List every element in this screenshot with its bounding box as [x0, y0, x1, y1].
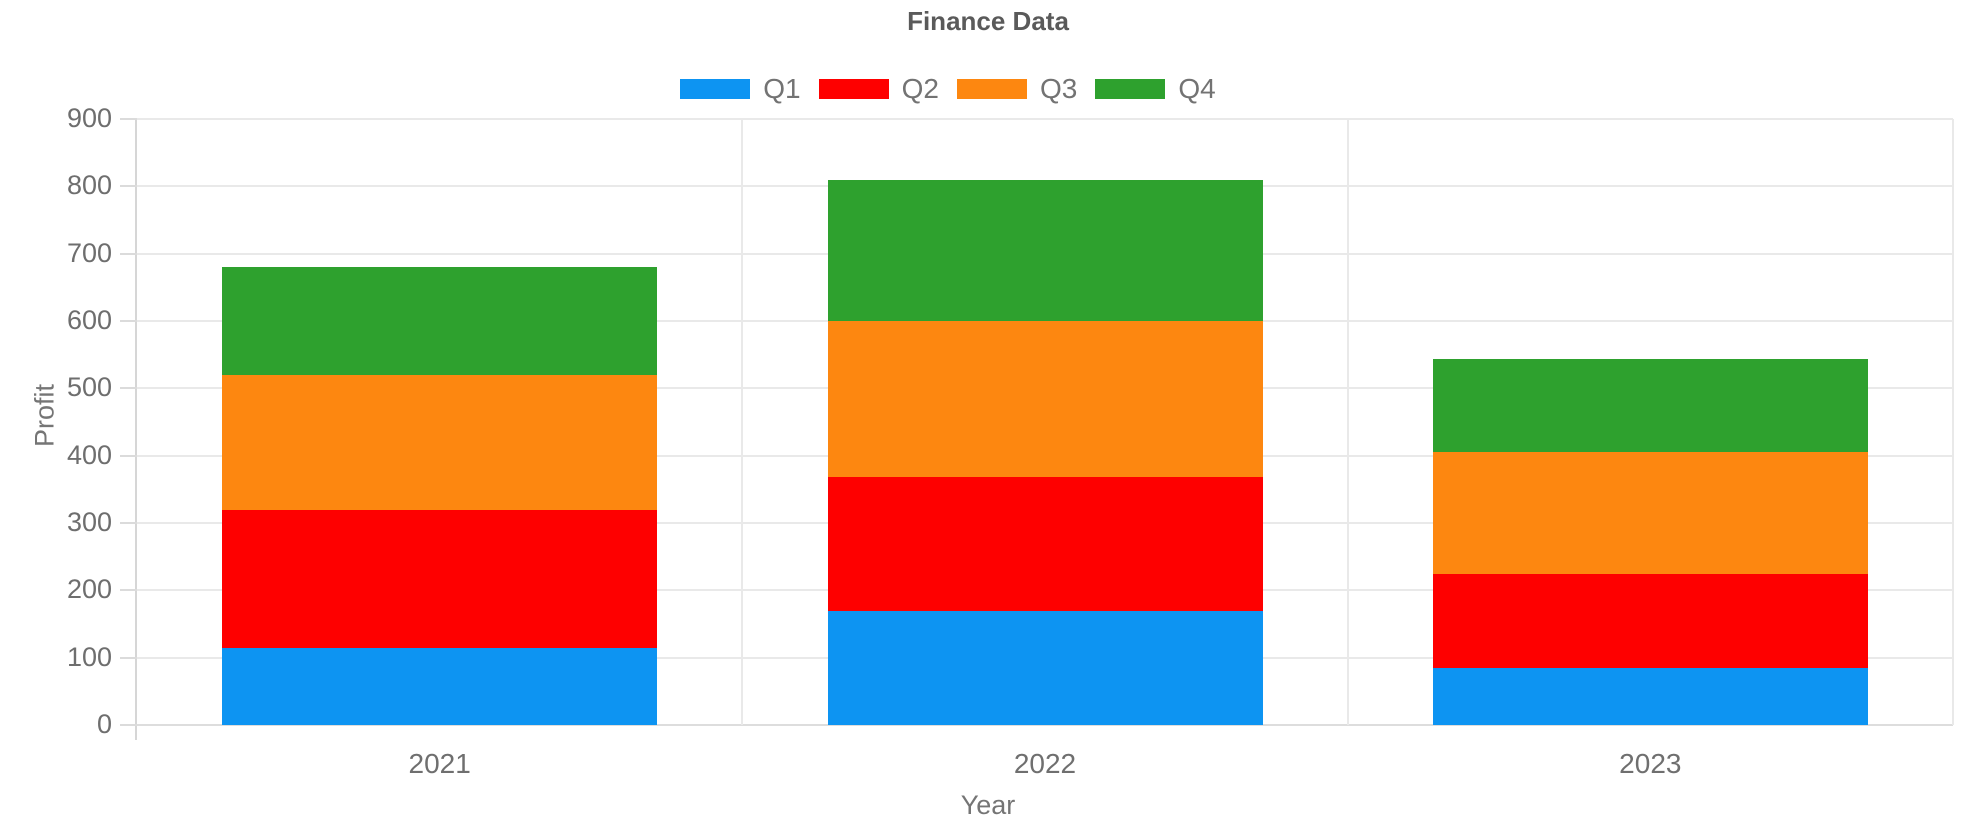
bar-2021-q4-segment[interactable]: [222, 267, 658, 375]
x-tick-label-2021: 2021: [408, 748, 471, 779]
y-tick-mark-100: [120, 656, 137, 659]
y-tick-label-900: 900: [66, 103, 112, 133]
y-tick-mark-900: [120, 118, 137, 120]
bar-2021-q2-segment[interactable]: [222, 509, 658, 648]
bar-2021-q1-segment[interactable]: [222, 647, 658, 725]
y-tick-label-500: 500: [66, 372, 112, 403]
legend-swatch-q4: [1095, 79, 1166, 99]
legend-item-q3[interactable]: Q3: [957, 73, 1077, 105]
y-tick-label-700: 700: [66, 237, 112, 268]
y-axis-line: [135, 119, 137, 740]
bar-2023-q4-segment[interactable]: [1432, 359, 1868, 453]
bar-2022-q4-segment[interactable]: [827, 179, 1263, 321]
y-tick-label-100: 100: [66, 641, 112, 672]
y-tick-mark-500: [120, 387, 137, 390]
category-boundary-line-3: [1952, 119, 1954, 725]
legend-label-q4: Q4: [1178, 73, 1216, 104]
chart-title: Finance Data: [907, 6, 1069, 36]
y-tick-mark-800: [120, 185, 137, 188]
y-tick-mark-700: [120, 252, 137, 255]
legend-swatch-q2: [818, 79, 889, 99]
x-tick-label-2023: 2023: [1619, 748, 1682, 779]
y-tick-mark-600: [120, 320, 137, 322]
bar-2022-q1-segment[interactable]: [827, 610, 1263, 725]
y-tick-label-800: 800: [66, 170, 112, 201]
category-boundary-line-2: [1346, 119, 1349, 725]
legend-label-q3: Q3: [1040, 73, 1078, 104]
legend-label-q2: Q2: [901, 73, 939, 104]
bar-2021-q3-segment[interactable]: [222, 374, 658, 510]
y-gridline-0: [137, 724, 1953, 726]
y-tick-label-0: 0: [96, 709, 112, 739]
x-axis-title: Year: [960, 790, 1016, 820]
legend-swatch-q3: [957, 79, 1027, 99]
y-tick-label-600: 600: [66, 305, 112, 335]
bar-2023-q2-segment[interactable]: [1432, 574, 1868, 668]
x-tick-label-2022: 2022: [1013, 748, 1077, 779]
bar-2023-q3-segment[interactable]: [1432, 452, 1868, 575]
y-tick-mark-0: [120, 724, 137, 726]
legend-label-q1: Q1: [763, 73, 801, 104]
y-tick-mark-400: [120, 454, 137, 457]
bar-2022-q3-segment[interactable]: [827, 321, 1263, 478]
legend-swatch-q1: [680, 79, 751, 99]
y-tick-mark-200: [120, 589, 137, 592]
y-tick-label-400: 400: [66, 439, 112, 470]
chart-legend: Q1 Q2 Q3 Q4: [0, 73, 1936, 105]
y-axis-title: Profit: [29, 383, 60, 448]
bar-2022-q2-segment[interactable]: [827, 477, 1263, 611]
category-boundary-line-1: [741, 119, 744, 725]
y-tick-mark-300: [120, 522, 137, 524]
legend-item-q4[interactable]: Q4: [1095, 73, 1216, 105]
y-tick-label-300: 300: [66, 507, 112, 537]
plot-area: [120, 118, 1954, 740]
legend-item-q1[interactable]: Q1: [680, 73, 801, 105]
legend-item-q2[interactable]: Q2: [818, 73, 939, 105]
y-tick-label-200: 200: [66, 574, 112, 605]
bar-2023-q1-segment[interactable]: [1432, 667, 1868, 725]
y-gridline-900: [137, 118, 1953, 120]
